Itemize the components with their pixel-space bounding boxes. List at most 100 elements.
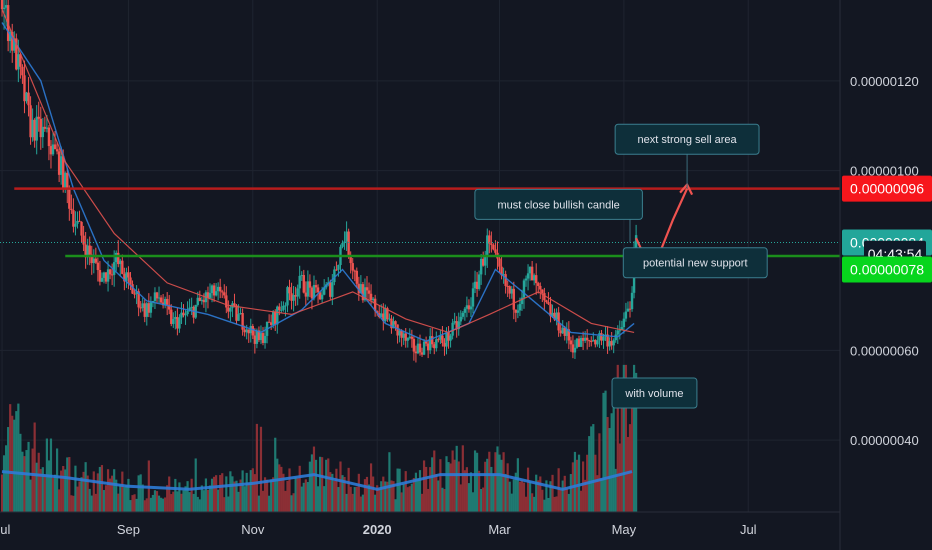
candle [314,279,318,293]
candle-body [31,119,34,138]
candle-body [614,334,617,341]
volume-bar [469,472,473,512]
candle [581,331,585,350]
candle-body [86,245,89,258]
candle [575,338,579,349]
candle-body [341,242,344,247]
volume-bar [243,486,246,512]
volume-bar [561,480,564,512]
candle [174,310,177,330]
candle-body [320,294,324,300]
candle-body [108,269,112,275]
candle [428,328,432,354]
volume-bar [257,495,261,512]
candle-body [365,287,369,291]
candle [457,312,460,336]
price-tick-label: 0.00000060 [850,343,919,358]
volume-bar [141,484,144,512]
candle [465,296,469,318]
candle-body [424,341,428,344]
candle [90,245,93,275]
volume-bar [365,476,369,512]
candle-body [102,272,106,278]
candle [43,116,47,132]
candle-body [129,277,132,285]
candle [551,304,554,318]
candle [178,314,181,333]
candle-body [139,307,142,309]
candle-body [55,149,59,152]
volume-bar [164,497,167,512]
annotations[interactable]: next strong sell area must close bullish … [474,123,768,409]
volume-bar [412,478,415,512]
candle [530,261,534,281]
candle-body [198,297,202,302]
volume-bar [106,469,110,512]
candle [608,337,611,351]
candle-body [363,287,367,301]
volume-bar [437,480,440,512]
candle-body [137,291,140,308]
volume-bar [392,481,395,512]
candle [192,305,195,324]
volume-bar [23,456,26,512]
candle [290,282,293,310]
candle [11,23,14,63]
candle [514,309,518,323]
volume-bar [526,467,530,512]
candle [510,286,513,299]
volume-bar [270,479,273,512]
candle [221,289,224,299]
candle [49,140,53,169]
candle [420,347,424,357]
candle [620,320,624,331]
volume-bar [408,486,411,512]
volume-bar [606,417,609,512]
candle-body [88,245,91,255]
time-tick-label: Jul [0,522,10,537]
volume-bar [121,471,124,512]
volume-bar [451,450,454,512]
candle-body [280,309,283,311]
candle [610,332,613,350]
volume-bar [547,497,550,512]
candle-body [357,283,361,294]
volume-bar [282,473,285,512]
candle-body [92,258,95,264]
candle-body [431,336,434,345]
candle [66,168,69,204]
volume-bar [308,461,312,512]
candle-body [192,306,195,318]
candle-body [267,321,271,323]
volume-bar [425,466,428,512]
candle-body [98,269,102,282]
candle [561,320,564,335]
candle-body [563,327,566,336]
time-axis[interactable]: Jul Sep Nov 2020 Mar May Jul [0,511,840,537]
price-badge-bg [842,175,932,202]
volume-bar [119,484,122,512]
candle-body [208,293,212,298]
volume-bar [496,446,499,512]
candle-body [74,223,77,227]
candle [214,283,218,297]
volume-bar [494,452,497,512]
volume-bar [51,477,55,512]
candle [302,269,305,294]
candle [96,257,100,282]
candle-body [62,156,65,190]
candle [559,323,562,337]
candle-body [72,210,75,227]
candle-body [420,352,424,355]
candle-body [451,322,454,336]
volume-bar [76,486,79,512]
volume-bar [463,470,466,512]
candle [365,276,369,302]
candle [225,286,228,314]
candle [490,231,493,253]
candle-body [272,311,275,325]
volume-bar [96,473,99,512]
volume-bar [298,465,301,512]
